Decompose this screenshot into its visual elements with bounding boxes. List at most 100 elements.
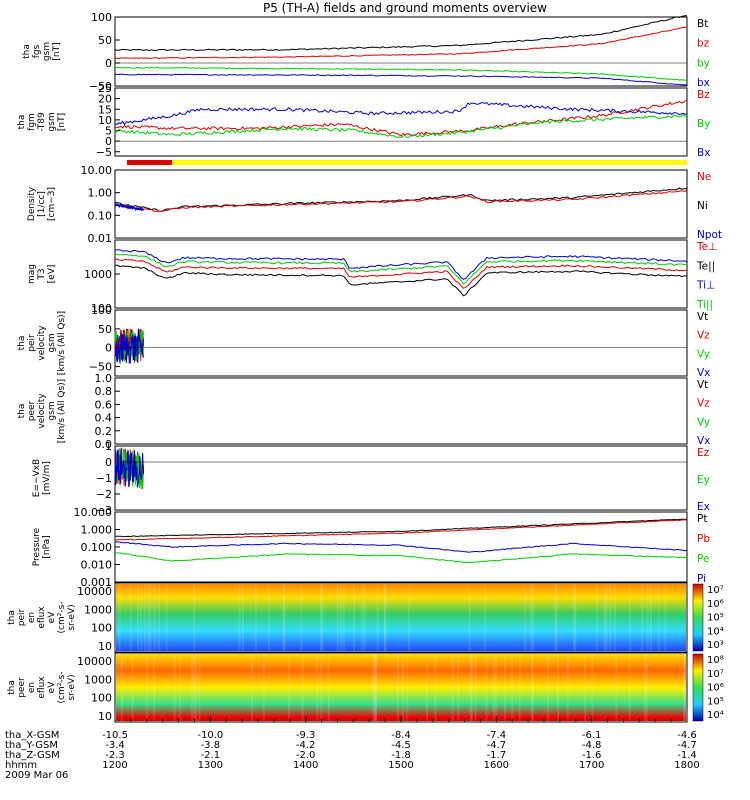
ylabel-line: tha (17, 404, 27, 419)
ylabel-line: velocity (37, 325, 47, 361)
y-tick-label: −50 (89, 80, 112, 93)
spectrogram-stripe (531, 654, 534, 721)
spectrogram-stripe (554, 584, 557, 651)
ylabel-line: (cm²-s- (57, 671, 67, 703)
y-tick-label: 0.2 (95, 425, 113, 438)
spectrogram-stripe (484, 584, 487, 651)
series-ti-par (114, 253, 688, 285)
spectrogram-stripe (530, 584, 533, 651)
ylabel-line: tha (17, 115, 27, 130)
x-row-label: hhmm (5, 760, 37, 771)
legend-bt: Bt (697, 18, 708, 30)
spectrogram-stripe (682, 654, 685, 721)
legend-ez: Ez (697, 447, 710, 459)
spectrogram (116, 654, 686, 721)
legend-bx: Bx (697, 147, 710, 159)
panel-ylabel: thafgsgsm[nT] (22, 42, 62, 61)
x-tick-label: 1400 (293, 760, 318, 771)
ylabel-line: peir (17, 608, 27, 626)
ylabel-line: tha (7, 610, 17, 625)
spectrogram-stripe (584, 654, 587, 721)
series-pe (114, 552, 688, 564)
y-tick-label: 1 (105, 440, 112, 453)
spectrogram-stripe (595, 584, 598, 651)
spectrogram-stripe (426, 654, 429, 721)
legend-vt: Vt (697, 379, 708, 391)
y-tick-label: 15 (98, 103, 112, 116)
y-tick-label: 0 (105, 456, 112, 469)
panel-5: thapeirvelocitygsm[km/s (All Qs)] 100 50 0 −… (17, 304, 710, 379)
colorbar-label: 10⁶ (707, 683, 724, 694)
x-tick-label: -6.1 (582, 730, 602, 741)
legend-ti: Ti⊥ (696, 280, 715, 292)
ylabel-line: E=−VxB (32, 459, 42, 497)
y-tick-label: 25 (98, 82, 112, 95)
colorbar-label: 10⁵ (707, 613, 724, 624)
x-tick-label: -4.5 (391, 740, 411, 751)
spectrogram-stripe (319, 584, 322, 651)
legend-by: by (697, 57, 710, 69)
y-tick-label: 1.000 (81, 524, 113, 537)
y-tick-label: 1.00 (88, 187, 113, 200)
series-pb (114, 519, 688, 541)
y-tick-label: 50 (98, 34, 112, 47)
y-tick-label: 0.001 (81, 576, 113, 589)
legend-pt: Pt (697, 513, 707, 525)
spectrogram-stripe (518, 654, 521, 721)
panel-9: thapeirenefluxeV(cm²-s-sr-eV)10000 1000 10… (7, 582, 724, 653)
panel-ylabel: magT3[eV] (27, 264, 57, 284)
series-bx (114, 102, 687, 126)
y-tick-label: 0.8 (95, 385, 113, 398)
x-row-label: tha_Z-GSM (5, 750, 60, 761)
spectrogram-stripe (336, 584, 339, 651)
spectrogram-stripe (136, 584, 139, 651)
x-tick-label: 1300 (198, 760, 223, 771)
x-tick-label: 1200 (102, 760, 127, 771)
ylabel-line: Density (27, 186, 37, 221)
x-tick-label: -1.8 (391, 750, 411, 761)
series-by (114, 66, 688, 81)
spectrogram-stripe (469, 654, 472, 721)
spectrogram-stripe (629, 584, 632, 651)
spectrogram-stripe (147, 584, 150, 651)
ylabel-line: [nPa] (42, 535, 52, 558)
spectrogram-stripe (254, 584, 257, 651)
spectrogram-stripe (129, 584, 132, 651)
panel-ylabel: Pressure[nPa] (32, 527, 52, 566)
y-tick-label: 0 (105, 135, 112, 148)
x-tick-label: -4.7 (677, 740, 697, 751)
spectrogram-stripe (193, 654, 196, 721)
panel-ylabel: thapeervelocitygsm[km/s (All Qs)] (17, 379, 67, 443)
panel-frame (114, 16, 688, 87)
series-bx (114, 73, 688, 86)
panel-ylabel: thapeirenefluxeV(cm²-s-sr-eV) (7, 601, 77, 633)
spectrogram-stripe (503, 654, 506, 721)
spectrogram-stripe (566, 654, 569, 721)
panel-ylabel: thafgm-T89gsm[nT] (17, 112, 67, 132)
y-tick-label: 50 (98, 323, 112, 336)
ylabel-line: gsm (47, 401, 57, 420)
spectrogram-stripe (532, 584, 535, 651)
ylabel-line: eflux (37, 676, 47, 699)
spectrogram-stripe (628, 654, 631, 721)
series-ti-perp (114, 249, 688, 280)
y-tick-label: −5 (96, 146, 112, 159)
y-tick-label: 100 (91, 11, 112, 24)
legend-bx: bx (697, 77, 710, 89)
ylabel-line: [eV] (47, 265, 57, 284)
ylabel-line: eV (47, 681, 57, 694)
y-tick-label: 0.10 (88, 209, 113, 222)
spectrogram-stripe (401, 654, 404, 721)
spectrogram-stripe (468, 584, 471, 651)
spectrogram-stripe (384, 584, 387, 651)
y-tick-label: 100 (91, 304, 112, 317)
ylabel-line: [mV/m] (42, 461, 52, 495)
ylabel-line: gsm (47, 112, 57, 131)
y-tick-label: 10.000 (74, 506, 113, 519)
ylabel-line: peir (27, 334, 37, 352)
spectrogram-stripe (603, 584, 606, 651)
ylabel-line: en (27, 612, 37, 623)
y-tick-label: 0.4 (95, 412, 113, 425)
spectrogram-stripe (283, 584, 286, 651)
